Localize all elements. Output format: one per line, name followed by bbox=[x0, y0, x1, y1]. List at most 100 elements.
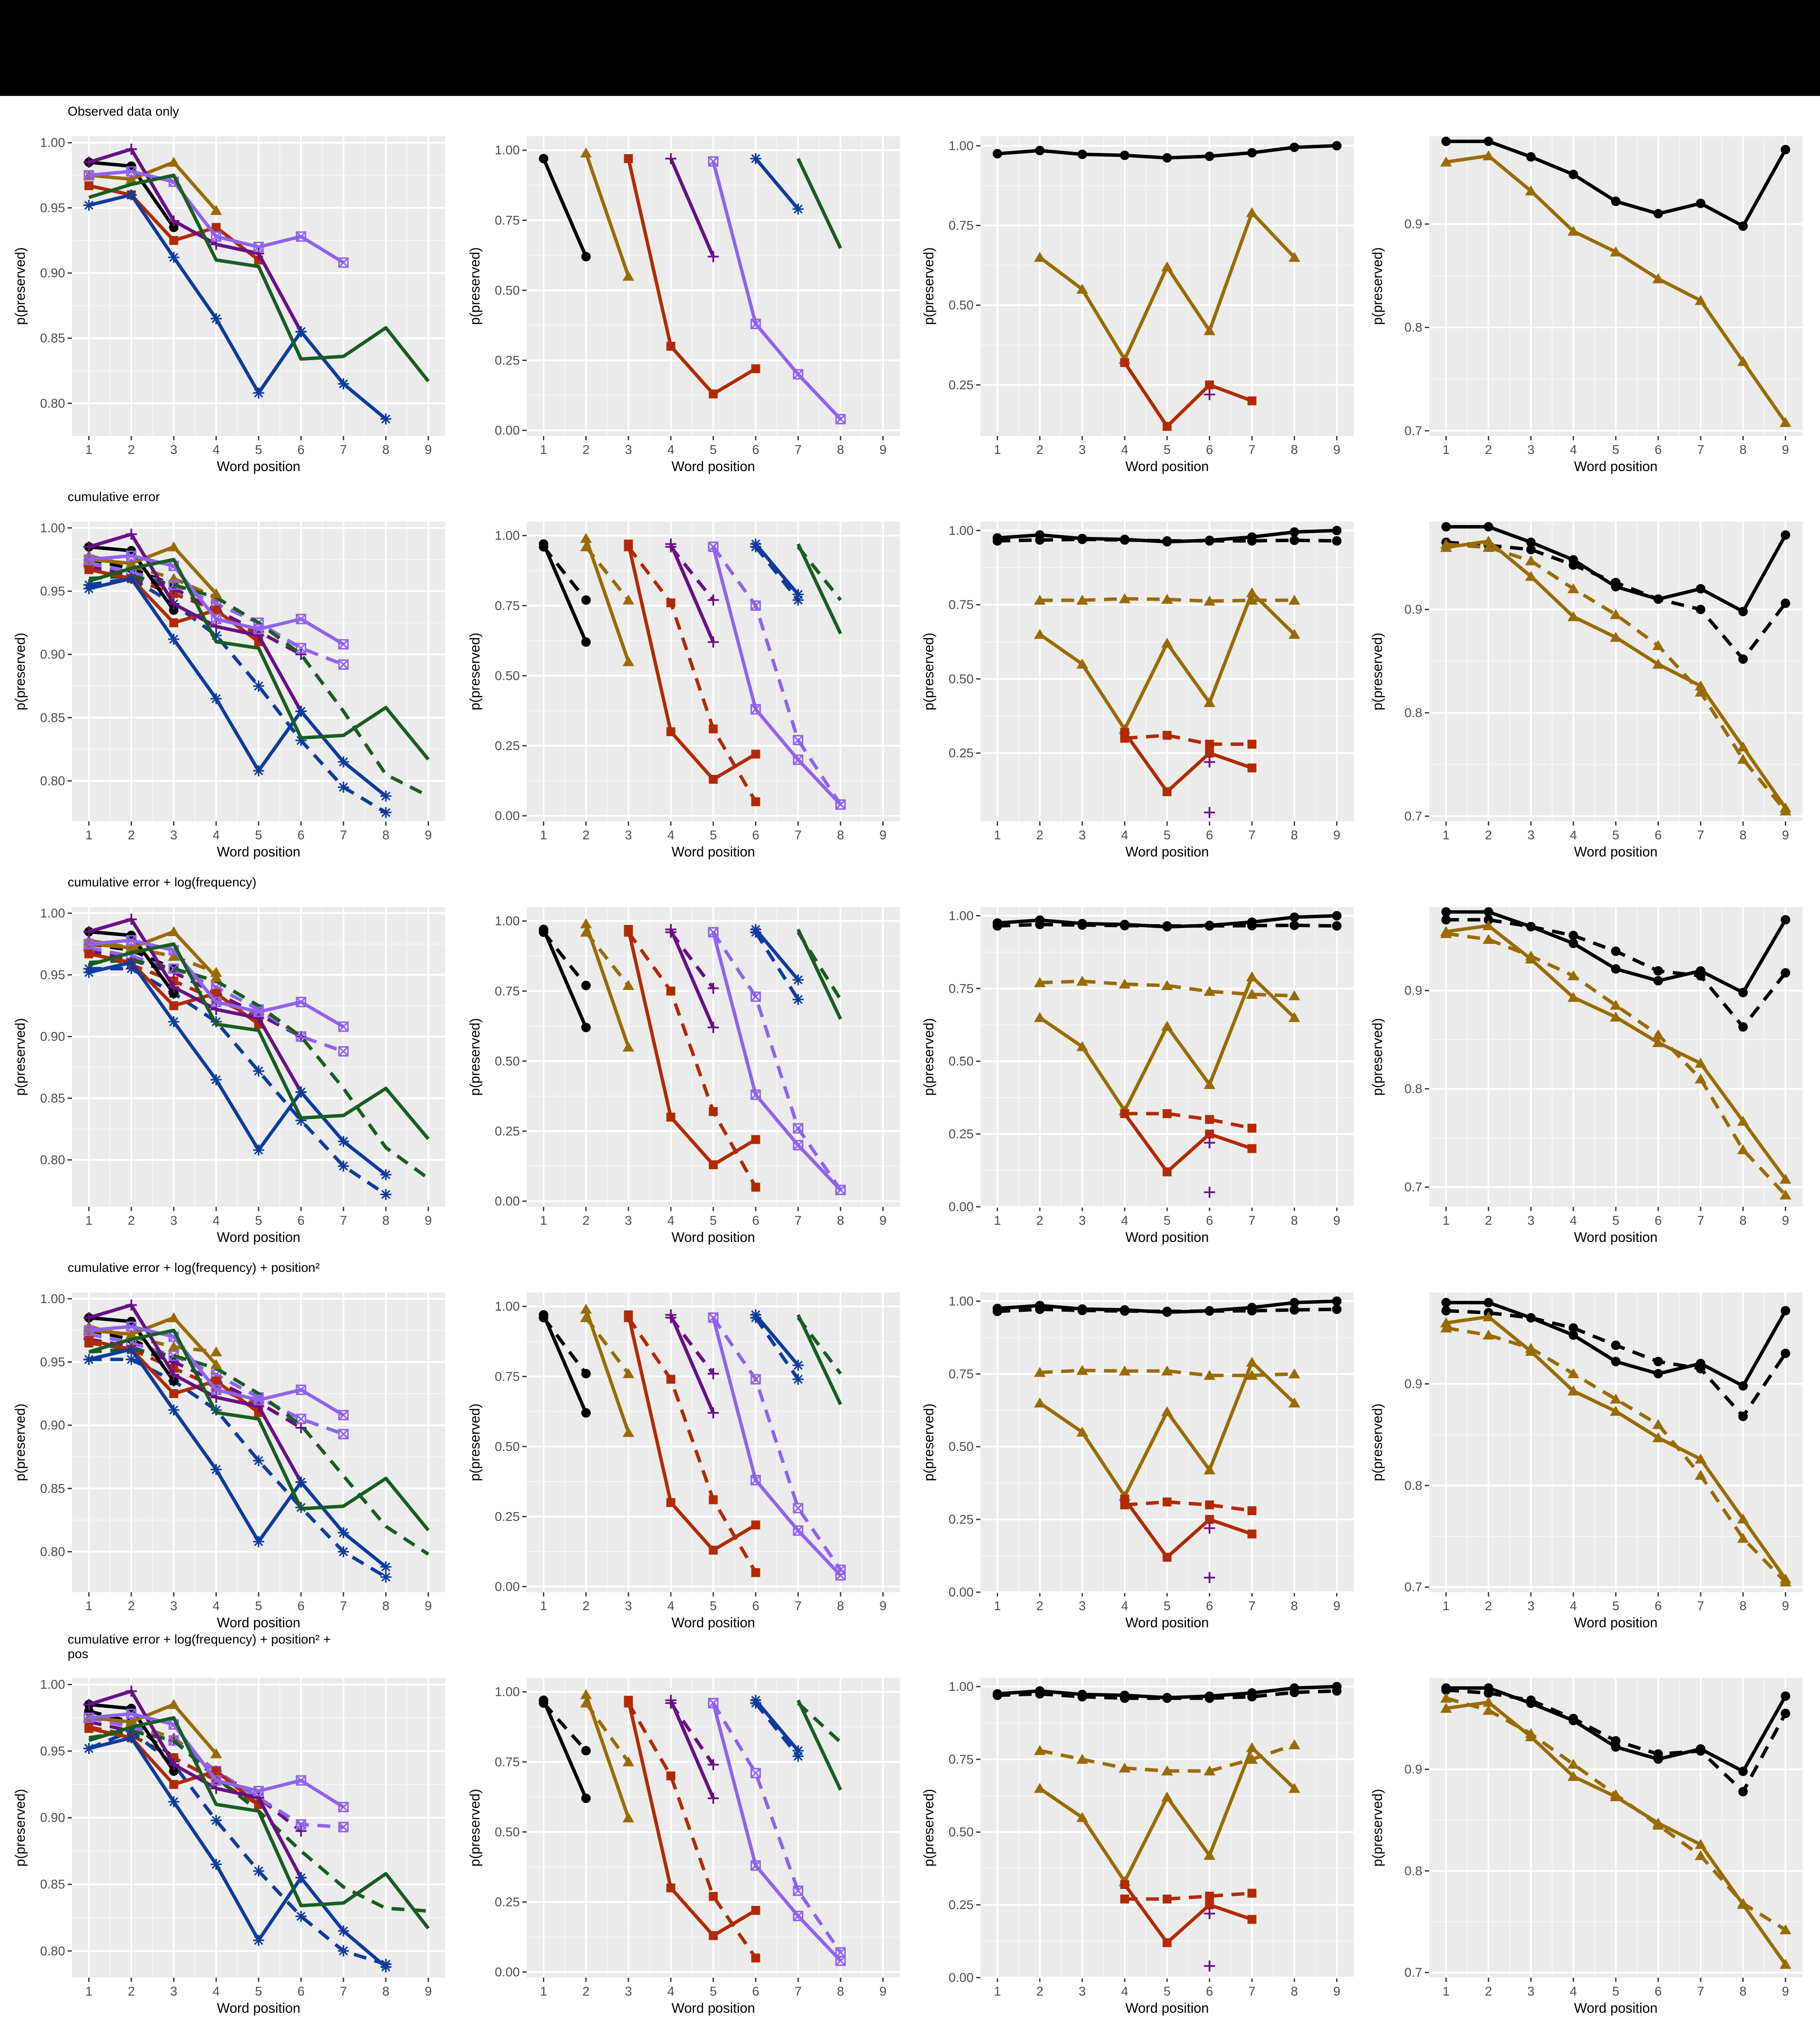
y-axis-label: p(preserved) bbox=[921, 1789, 936, 1866]
data-point-boxx bbox=[793, 1910, 804, 1922]
series-purple-solid bbox=[665, 153, 719, 263]
panel-r3-c0: 1 2 3 4 5 6 7 8 9 0.80 0.85 0.90 0.95 1.00 Word positi… bbox=[12, 1292, 445, 1630]
data-point-plus bbox=[708, 1407, 719, 1419]
y-axis-label: p(preserved) bbox=[1370, 633, 1385, 710]
data-point-circle bbox=[1120, 1690, 1129, 1700]
tick-label-x: 6 bbox=[752, 1984, 760, 1999]
series-black-solid bbox=[992, 525, 1342, 547]
data-point-circle bbox=[1035, 915, 1045, 925]
data-point-star bbox=[210, 693, 222, 704]
series-red-solid bbox=[1120, 1495, 1257, 1562]
data-point-square bbox=[709, 389, 718, 399]
data-point-square bbox=[666, 598, 676, 608]
series-line-lavender-solid bbox=[712, 1317, 842, 1577]
data-point-circle bbox=[1077, 919, 1087, 928]
tick-label-y: 0.85 bbox=[40, 331, 65, 346]
data-point-triangle bbox=[1288, 1012, 1300, 1022]
data-point-circle bbox=[1441, 1306, 1451, 1316]
tick-label-x: 9 bbox=[879, 1599, 887, 1613]
series-line-gold-solid bbox=[584, 1694, 630, 1819]
data-point-circle bbox=[992, 1689, 1002, 1699]
series-green-dashed bbox=[89, 574, 429, 798]
tick-label-x: 7 bbox=[795, 1599, 802, 1613]
tick-label-y: 0.00 bbox=[495, 1194, 520, 1208]
data-point-plus bbox=[708, 1368, 719, 1379]
data-point-boxx bbox=[793, 1886, 804, 1896]
data-point-circle bbox=[539, 1310, 548, 1320]
data-point-circle bbox=[1120, 1305, 1129, 1315]
tick-label-x: 3 bbox=[1078, 1214, 1086, 1228]
tick-label-x: 3 bbox=[170, 1599, 177, 1613]
data-point-triangle bbox=[1567, 583, 1579, 594]
data-point-triangle bbox=[1440, 926, 1452, 936]
tick-label-x: 2 bbox=[1485, 1599, 1492, 1613]
data-point-triangle bbox=[1034, 1012, 1046, 1022]
tick-label-x: 9 bbox=[425, 1214, 432, 1228]
series-line-black-dashed bbox=[997, 1307, 1337, 1313]
data-point-triangle bbox=[1440, 1322, 1452, 1333]
data-point-circle bbox=[1568, 170, 1578, 179]
tick-label-y: 1.00 bbox=[495, 1300, 520, 1314]
data-point-triangle bbox=[1525, 1346, 1537, 1356]
tick-label-y: 0.75 bbox=[949, 1752, 974, 1766]
data-point-circle bbox=[1483, 1298, 1493, 1307]
data-point-circle bbox=[539, 925, 548, 934]
data-point-triangle bbox=[1779, 1924, 1792, 1934]
data-point-plus bbox=[125, 143, 137, 155]
data-point-star bbox=[168, 1016, 179, 1027]
panel-r3-c1: 1 2 3 4 5 6 7 8 9 0.00 0.25 0.50 0.75 1.00 Word positi… bbox=[467, 1292, 900, 1630]
data-point-circle bbox=[1738, 1022, 1748, 1032]
data-point-circle bbox=[1526, 537, 1536, 547]
data-point-boxx bbox=[126, 166, 137, 177]
series-purple-dashed bbox=[1204, 807, 1215, 818]
panel-r2-c0: 1 2 3 4 5 6 7 8 9 0.80 0.85 0.90 0.95 1.00 Word positi… bbox=[12, 906, 445, 1245]
data-point-star bbox=[210, 1859, 222, 1870]
tick-label-x: 7 bbox=[1248, 828, 1256, 842]
data-point-triangle bbox=[1610, 1393, 1622, 1404]
data-point-square bbox=[751, 1906, 760, 1915]
y-axis-label: p(preserved) bbox=[1370, 1789, 1385, 1866]
tick-label-y: 1.00 bbox=[40, 1292, 65, 1306]
data-point-circle bbox=[1077, 149, 1087, 159]
data-point-star bbox=[125, 957, 137, 968]
data-point-star bbox=[253, 1536, 264, 1547]
data-point-triangle bbox=[1610, 246, 1622, 257]
series-line-blue-solid bbox=[754, 1699, 800, 1752]
data-point-boxx bbox=[295, 1775, 307, 1786]
tick-label-y: 0.80 bbox=[40, 1944, 65, 1958]
series-line-lavender-solid bbox=[712, 546, 842, 806]
data-point-star bbox=[253, 765, 264, 776]
data-point-star bbox=[338, 1945, 349, 1957]
series-line-green-solid bbox=[796, 928, 842, 1020]
series-red-solid bbox=[624, 925, 760, 1170]
data-point-square bbox=[709, 1892, 718, 1901]
tick-label-y: 0.25 bbox=[949, 1513, 974, 1527]
data-point-circle bbox=[1247, 1303, 1257, 1313]
data-point-plus bbox=[708, 1759, 719, 1770]
data-point-plus bbox=[253, 1400, 264, 1412]
series-line-lavender-solid bbox=[712, 1702, 842, 1962]
data-point-circle bbox=[1781, 598, 1790, 608]
tick-label-y: 0.50 bbox=[495, 1054, 520, 1068]
tick-label-x: 9 bbox=[1782, 1599, 1789, 1613]
data-point-triangle bbox=[1203, 697, 1215, 707]
series-green-solid bbox=[88, 1328, 430, 1531]
series-line-black-dashed bbox=[542, 1702, 587, 1752]
tick-label-y: 0.8 bbox=[1404, 321, 1422, 335]
data-point-square bbox=[1247, 1889, 1257, 1898]
data-point-triangle bbox=[1779, 1959, 1792, 1969]
tick-label-x: 1 bbox=[1442, 1984, 1450, 1999]
data-point-circle bbox=[1781, 968, 1790, 978]
tick-label-x: 4 bbox=[213, 1984, 220, 1999]
tick-label-y: 0.00 bbox=[495, 1580, 520, 1594]
tick-label-y: 0.95 bbox=[40, 201, 65, 215]
data-point-triangle bbox=[1288, 629, 1300, 639]
series-purple-solid bbox=[1204, 756, 1215, 768]
series-green-solid bbox=[88, 1716, 430, 1930]
series-purple-solid bbox=[1204, 1137, 1215, 1149]
data-point-circle bbox=[1332, 911, 1342, 921]
data-point-boxx bbox=[253, 624, 264, 635]
data-point-plus bbox=[83, 541, 95, 553]
data-point-triangle bbox=[1288, 1368, 1300, 1379]
